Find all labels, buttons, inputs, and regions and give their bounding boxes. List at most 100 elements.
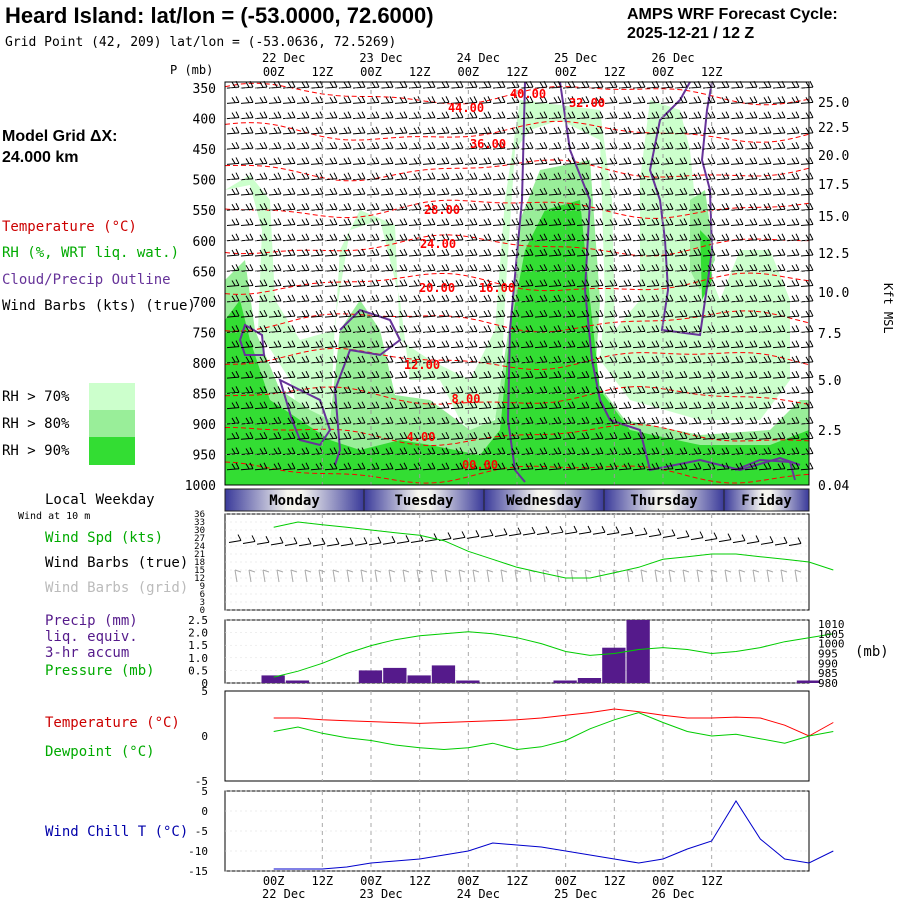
wind-barb-flag: [371, 112, 376, 118]
grid-wind-barb-flag: [696, 569, 704, 573]
wind-barb-flag: [529, 187, 534, 195]
wind-barb-flag: [763, 341, 768, 347]
wind-barb-flag: [273, 173, 278, 179]
wind-barb-flag: [693, 432, 698, 439]
wind-barb-flag: [525, 158, 530, 164]
wind-barb-flag: [651, 371, 656, 378]
wind-barb-flag: [235, 218, 240, 225]
wind-barb-flag: [557, 218, 562, 225]
wind-barb-flag: [399, 219, 404, 225]
wind-barb-flag: [431, 447, 436, 454]
wind-barb: [506, 86, 520, 89]
wind-barb-flag: [347, 157, 352, 164]
grid-wind-barb: [724, 569, 728, 583]
weekday-label: Friday: [741, 493, 792, 509]
wind-barb: [800, 162, 814, 165]
wind-barb-flag: [791, 341, 796, 347]
wind-barb-flag: [235, 157, 240, 164]
wind-barb-flag: [581, 356, 586, 363]
wind-barb-flag: [553, 448, 558, 454]
wind-barb-flag: [413, 463, 418, 469]
wind-barb: [422, 468, 436, 471]
wind-barb: [394, 162, 408, 165]
wind-barb-flag: [595, 387, 600, 393]
wind-barb-flag: [305, 462, 310, 469]
wind-barb: [548, 101, 562, 104]
wind-barb-flag: [385, 448, 390, 454]
wind-barb-flag: [301, 341, 306, 347]
wind-barb-flag: [389, 386, 394, 393]
pressure-tick: 350: [193, 82, 216, 97]
wind-barb-flag: [385, 219, 390, 225]
true-wind-barb: [550, 531, 564, 535]
wind-barb: [408, 162, 422, 165]
wind-barb-flag: [637, 463, 642, 469]
wind-barb-flag: [665, 341, 670, 347]
bottom-hour-label: 12Z: [603, 874, 625, 888]
wind-barb-flag: [361, 294, 366, 302]
wind-barb-flag: [431, 111, 436, 118]
wind-barb-flag: [487, 141, 492, 149]
wind-barb-flag: [641, 340, 646, 347]
wind-barb-flag: [291, 279, 296, 286]
wind-barb-flag: [599, 355, 604, 363]
wind-barb: [436, 315, 450, 318]
wind-barb-flag: [725, 96, 730, 103]
wind-barb: [562, 86, 576, 89]
wind-barb: [240, 86, 254, 89]
wind-barb: [240, 437, 254, 440]
wind-barb: [436, 101, 450, 104]
wind-barb: [800, 452, 814, 455]
wind-barb-flag: [473, 431, 478, 439]
wind-barb: [730, 101, 744, 104]
wind-barb-flag: [413, 203, 418, 210]
wind-barb-flag: [613, 294, 618, 302]
wind-barb: [352, 315, 366, 318]
wind-barb-flag: [763, 387, 768, 393]
wind-barb-flag: [427, 188, 432, 195]
true-wind-barb: [690, 537, 704, 541]
wind-barb-flag: [329, 81, 334, 88]
wind-barb-flag: [441, 341, 446, 347]
wind-barb-flag: [651, 188, 656, 195]
contour-label: 20.00: [419, 281, 455, 295]
wind-barb-flag: [707, 173, 712, 179]
wind-barb-flag: [333, 141, 338, 149]
top-hour-label: 00Z: [457, 65, 479, 79]
wind-barb-flag: [763, 81, 768, 88]
wind-barb-flag: [277, 264, 282, 271]
wind-barb-flag: [735, 432, 740, 439]
wind-barb-flag: [749, 234, 754, 241]
wind-barb: [632, 223, 646, 226]
grid-wind-barb: [584, 569, 588, 583]
wind-barb-flag: [777, 112, 782, 118]
wind-barb-flag: [571, 218, 576, 225]
wind-barb-flag: [287, 265, 292, 271]
wind-barb-flag: [637, 188, 642, 195]
wind-barb-flag: [417, 203, 422, 210]
wind-barb: [562, 468, 576, 471]
wind-barb-flag: [739, 386, 744, 393]
wind-barb-flag: [329, 219, 334, 225]
wind-barb-flag: [329, 417, 334, 424]
rh70-swatch: [89, 383, 135, 411]
wind-barb: [422, 223, 436, 226]
wind-barb-flag: [725, 370, 730, 378]
wind-barb: [590, 86, 604, 89]
wind-barb-flag: [273, 387, 278, 393]
wind-barb-flag: [529, 96, 534, 103]
wind-barb-flag: [459, 401, 464, 408]
wind-barb: [478, 162, 492, 165]
wind-barb-flag: [651, 249, 656, 256]
wind-barb-flag: [231, 371, 236, 378]
wind-barb-flag: [525, 249, 530, 256]
grid-wind-barb: [234, 569, 238, 583]
wind-barb: [576, 330, 590, 333]
wind-barb: [688, 468, 702, 471]
wind-barb: [338, 193, 352, 196]
wind-barb-flag: [413, 371, 418, 378]
wind-barb-flag: [669, 157, 674, 164]
precip-bar: [456, 680, 480, 683]
wind-ytick: 24: [194, 542, 205, 552]
wind-barb-flag: [399, 463, 404, 469]
